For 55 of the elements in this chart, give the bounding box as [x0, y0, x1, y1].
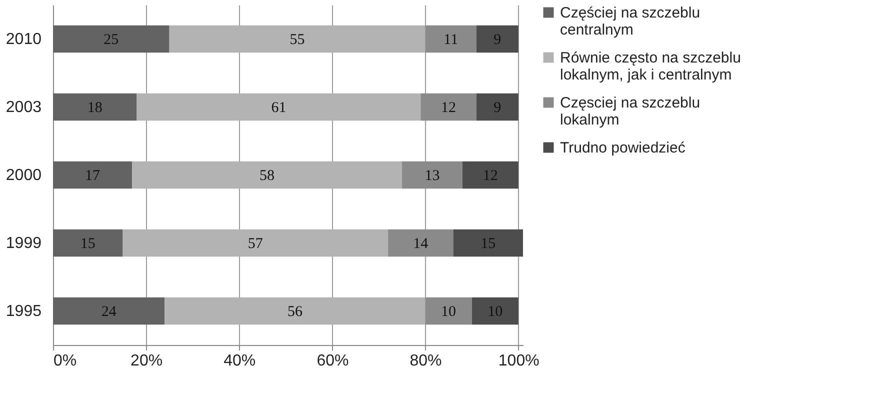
data-label: 25: [104, 32, 119, 48]
data-label: 55: [290, 32, 305, 48]
data-label: 15: [80, 236, 96, 252]
x-tick-label: 80%: [410, 352, 442, 370]
x-tick-label: 40%: [224, 352, 256, 370]
bar: [169, 25, 426, 53]
data-label: 14: [413, 236, 429, 252]
bar: [402, 161, 463, 189]
bar: [425, 297, 472, 325]
x-tick-label: 0%: [54, 352, 77, 370]
data-label: 57: [248, 236, 264, 252]
bar: [53, 229, 123, 257]
legend-label: Równie często na szczeblu lokalnym, jak i centralnym: [560, 50, 741, 84]
legend-label: Częsciej na szczeblu lokalnym: [560, 94, 700, 128]
data-label: 9: [494, 100, 502, 116]
data-label: 56: [287, 304, 303, 320]
bar: [425, 25, 476, 53]
data-label: 9: [494, 32, 502, 48]
y-tick-label: 2010: [6, 31, 42, 48]
data-label: 58: [260, 168, 275, 184]
bar: [122, 229, 388, 257]
legend-label: Częściej na szczeblu centralnym: [560, 4, 700, 38]
data-label: 61: [271, 100, 286, 116]
data-label: 10: [441, 304, 456, 320]
bar: [476, 25, 518, 53]
y-tick-label: 2003: [6, 99, 42, 116]
x-tick-label: 20%: [130, 352, 163, 370]
y-tick-label: 2000: [6, 167, 42, 184]
bar: [136, 93, 421, 121]
bar: [53, 93, 137, 121]
legend-label: Trudno powiedzieć: [560, 140, 686, 156]
x-tick-label: 100%: [498, 352, 540, 370]
bar: [164, 297, 426, 325]
data-label: 12: [441, 100, 456, 116]
y-tick-label: 1995: [6, 303, 42, 320]
data-label: 17: [85, 168, 101, 184]
data-label: 24: [101, 304, 117, 320]
data-label: 18: [87, 100, 102, 116]
bar: [53, 161, 132, 189]
bar: [453, 229, 523, 257]
y-tick-label: 1999: [6, 235, 42, 252]
data-label: 13: [424, 168, 440, 184]
bar: [132, 161, 402, 189]
bar: [388, 229, 454, 257]
bar: [462, 161, 518, 189]
data-label: 10: [488, 304, 503, 320]
bar: [53, 297, 165, 325]
data-label: 11: [444, 32, 458, 48]
bar: [420, 93, 476, 121]
data-label: 12: [482, 168, 498, 184]
bar: [476, 93, 518, 121]
data-label: 15: [480, 236, 496, 252]
bar: [53, 25, 170, 53]
bar: [472, 297, 518, 325]
x-tick-label: 60%: [316, 352, 349, 370]
